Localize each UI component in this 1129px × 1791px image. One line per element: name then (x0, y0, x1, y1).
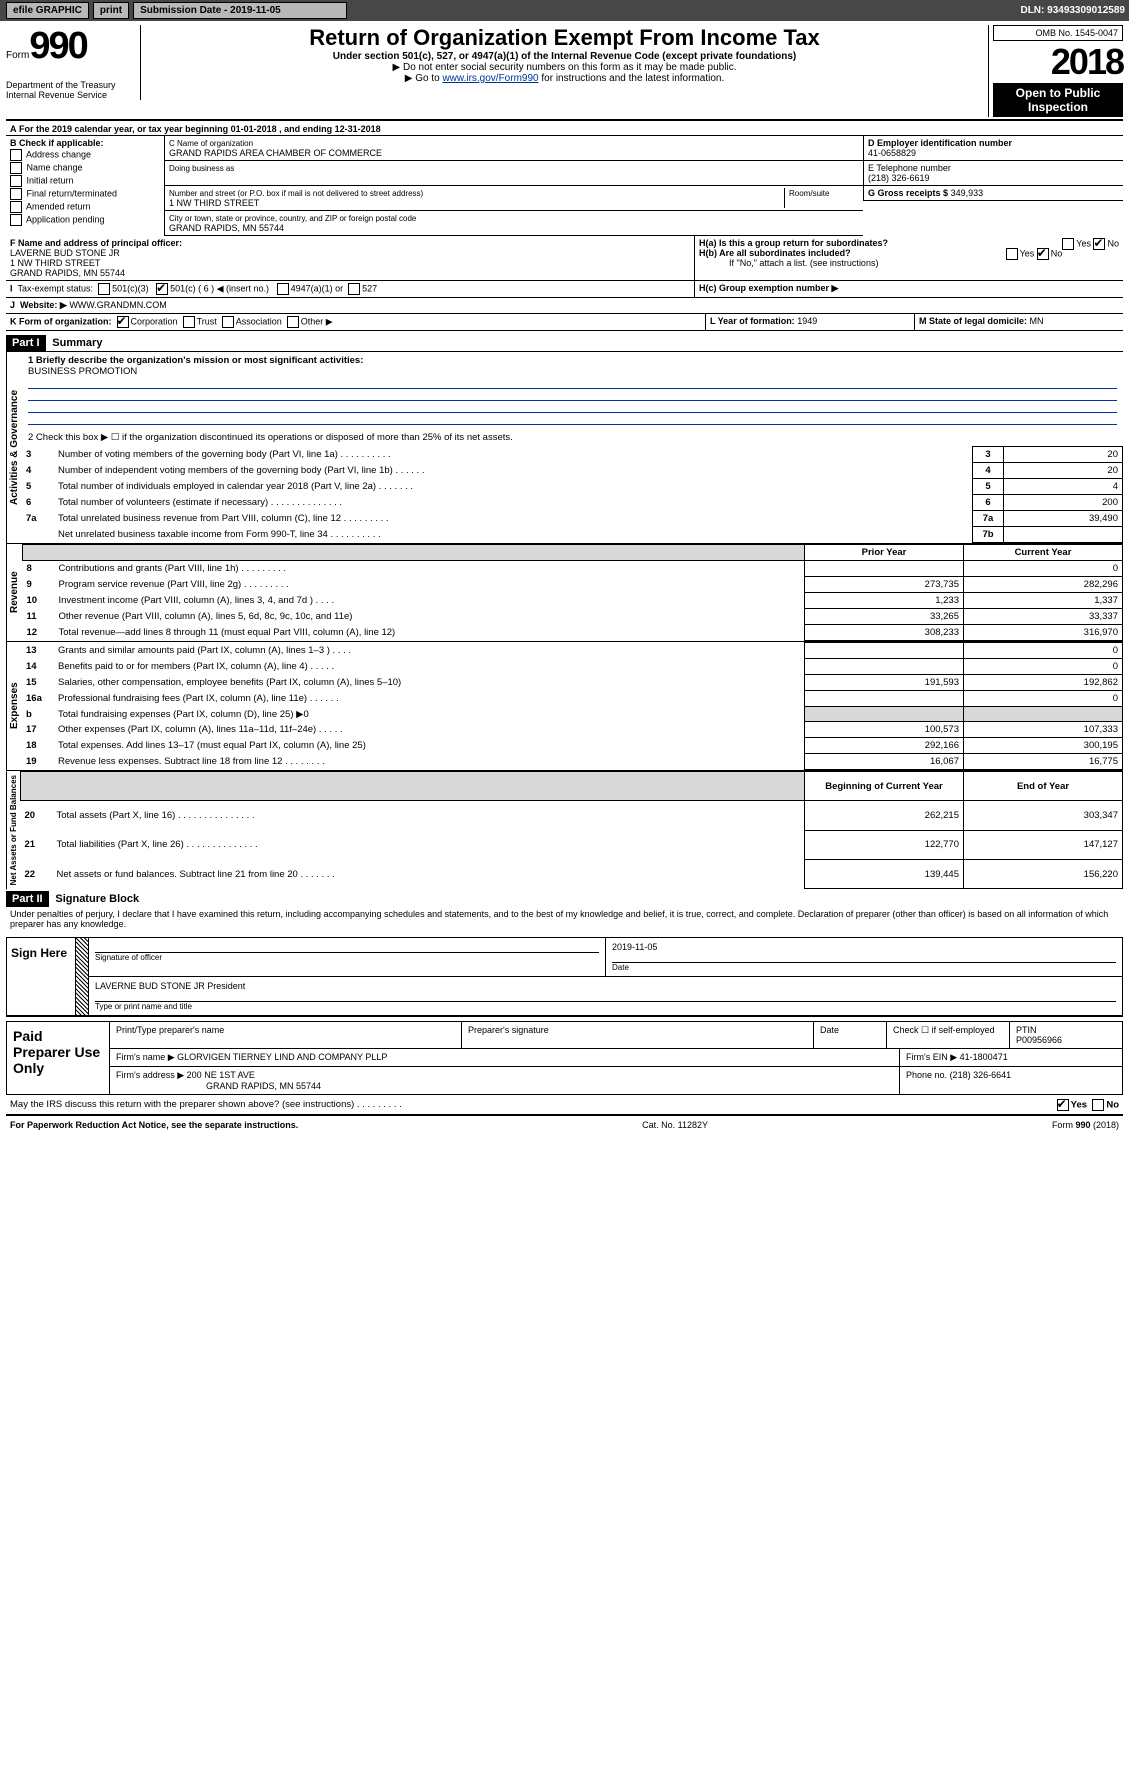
opt-4947[interactable] (277, 283, 289, 295)
section-f: F Name and address of principal officer:… (6, 236, 695, 280)
submission-date: Submission Date - 2019-11-05 (133, 2, 347, 19)
discuss-yes[interactable] (1057, 1099, 1069, 1111)
opt-527[interactable] (348, 283, 360, 295)
check-final-return-terminated[interactable] (10, 188, 22, 200)
signature-block: Sign Here Signature of officer 2019-11-0… (6, 937, 1123, 1017)
check-name-change[interactable] (10, 162, 22, 174)
ha-yes[interactable] (1062, 238, 1074, 250)
print-button[interactable]: print (93, 2, 129, 19)
website-link[interactable]: WWW.GRANDMN.COM (69, 300, 166, 310)
phone: (218) 326-6619 (868, 173, 930, 183)
part1-title: Summary (52, 337, 102, 349)
topbar: efile GRAPHIC print Submission Date - 20… (0, 0, 1129, 21)
dept-treasury: Department of the Treasury (6, 80, 126, 90)
instructions-link[interactable]: www.irs.gov/Form990 (442, 73, 538, 84)
dept-irs: Internal Revenue Service (6, 90, 126, 100)
opt-501c[interactable] (156, 283, 168, 295)
preparer-block: Paid Preparer Use Only Print/Type prepar… (6, 1021, 1123, 1095)
k-trust[interactable] (183, 316, 195, 328)
perjury-text: Under penalties of perjury, I declare th… (6, 907, 1123, 931)
mission: BUSINESS PROMOTION (28, 366, 137, 377)
hb-no[interactable] (1037, 248, 1049, 260)
open-to-public: Open to Public Inspection (993, 83, 1123, 117)
section-c: C Name of organizationGRAND RAPIDS AREA … (165, 136, 863, 236)
check-amended-return[interactable] (10, 201, 22, 213)
k-corp[interactable] (117, 316, 129, 328)
org-city: GRAND RAPIDS, MN 55744 (169, 223, 284, 233)
footer: For Paperwork Reduction Act Notice, see … (6, 1120, 1123, 1136)
discuss-no[interactable] (1092, 1099, 1104, 1111)
part2-header: Part II (6, 891, 49, 907)
subtitle-1: Under section 501(c), 527, or 4947(a)(1)… (141, 51, 988, 62)
efile-button[interactable]: efile GRAPHIC (6, 2, 89, 19)
form-number: 990 (29, 25, 86, 68)
section-b: B Check if applicable: Address change Na… (6, 136, 165, 236)
side-net: Net Assets or Fund Balances (6, 771, 20, 889)
main-title: Return of Organization Exempt From Incom… (141, 25, 988, 51)
line-a: A For the 2019 calendar year, or tax yea… (6, 123, 1123, 135)
check-application-pending[interactable] (10, 214, 22, 226)
form-word: Form (6, 50, 29, 61)
section-h: H(a) Is this a group return for subordin… (695, 236, 1123, 280)
side-revenue: Revenue (6, 544, 22, 641)
hb-yes[interactable] (1006, 248, 1018, 260)
part1-header: Part I (6, 335, 46, 351)
gross-receipts: 349,933 (951, 188, 984, 198)
ha-no[interactable] (1093, 238, 1105, 250)
discuss-row: May the IRS discuss this return with the… (6, 1095, 1123, 1116)
check-address-change[interactable] (10, 149, 22, 161)
opt-501c3[interactable] (98, 283, 110, 295)
check-initial-return[interactable] (10, 175, 22, 187)
subtitle-3: ▶ Go to www.irs.gov/Form990 for instruct… (141, 73, 988, 84)
side-expenses: Expenses (6, 642, 22, 770)
dln: DLN: 93493309012589 (1020, 5, 1125, 16)
org-name: GRAND RAPIDS AREA CHAMBER OF COMMERCE (169, 148, 382, 158)
tax-year: 2018 (993, 41, 1123, 83)
part2-title: Signature Block (55, 893, 139, 905)
form-header: Form 990 Department of the Treasury Inte… (6, 25, 1123, 117)
side-governance: Activities & Governance (6, 352, 22, 543)
k-other[interactable] (287, 316, 299, 328)
k-assoc[interactable] (222, 316, 234, 328)
org-street: 1 NW THIRD STREET (169, 198, 259, 208)
tax-exempt-status: I Tax-exempt status: 501(c)(3) 501(c) ( … (6, 281, 695, 297)
omb-number: OMB No. 1545-0047 (993, 25, 1123, 41)
subtitle-2: ▶ Do not enter social security numbers o… (141, 62, 988, 73)
ein: 41-0658829 (868, 148, 916, 158)
